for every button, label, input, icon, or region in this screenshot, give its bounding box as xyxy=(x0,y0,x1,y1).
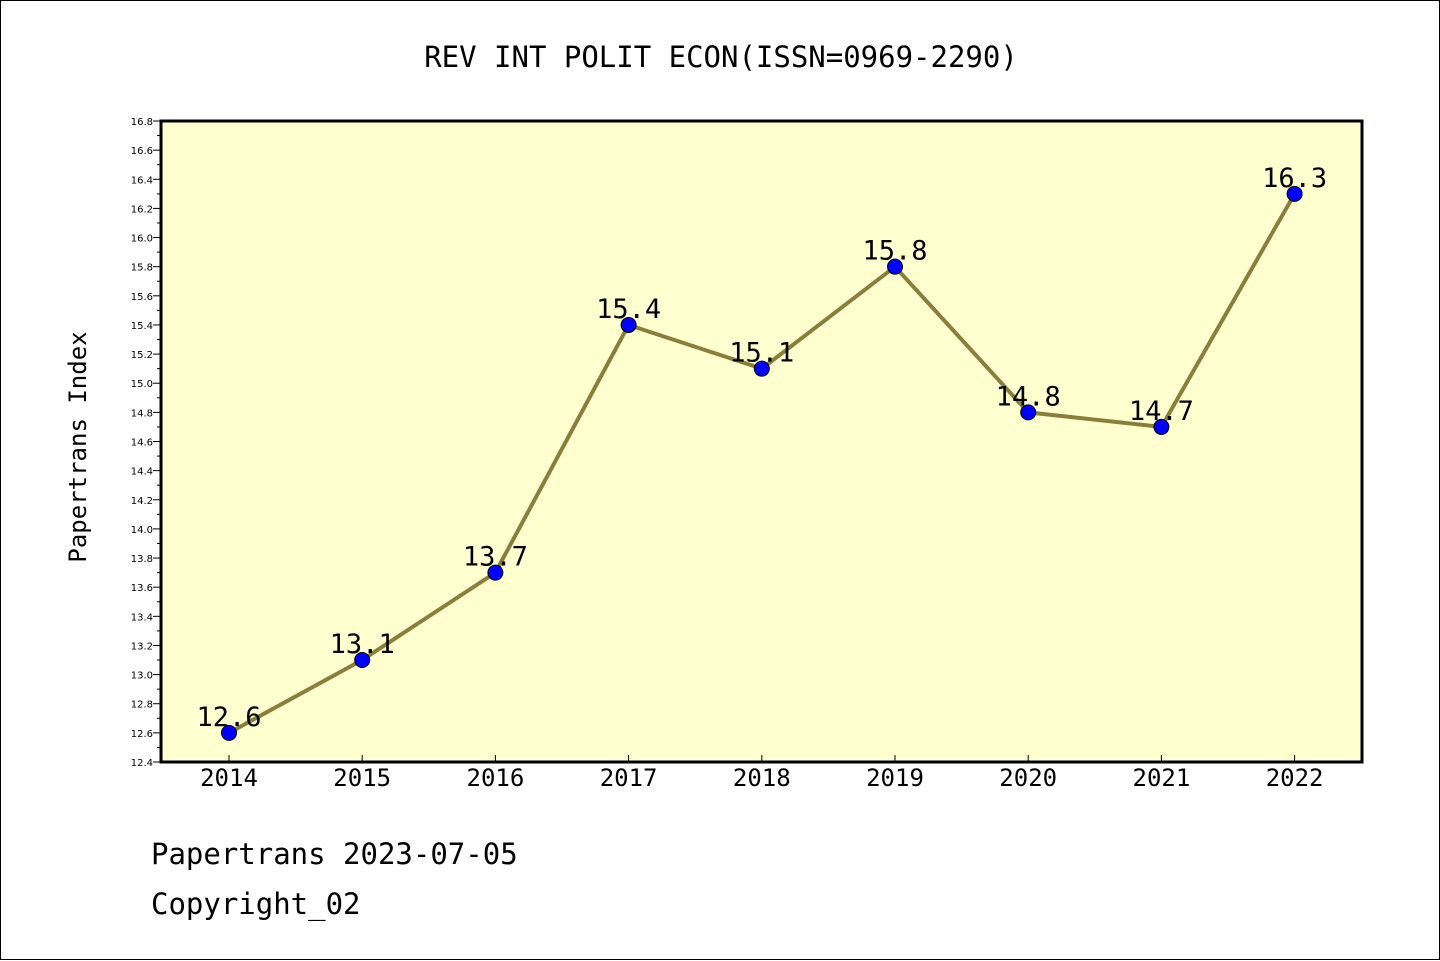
plot-area xyxy=(161,121,1362,762)
data-point xyxy=(221,724,237,741)
y-tick-label: 16.4 xyxy=(131,175,153,186)
data-label: 14.7 xyxy=(1129,396,1194,427)
chart-title: REV INT POLIT ECON(ISSN=0969-2290) xyxy=(424,40,1018,74)
y-tick-label: 14.4 xyxy=(131,467,153,478)
plot-border xyxy=(159,119,1364,764)
data-point xyxy=(1286,185,1303,202)
data-label: 13.7 xyxy=(463,542,528,573)
series-markers xyxy=(221,185,1303,741)
data-label: 16.3 xyxy=(1262,163,1327,194)
y-tick-label: 12.4 xyxy=(131,758,153,769)
data-point xyxy=(354,652,371,669)
y-tick-label: 13.6 xyxy=(131,583,153,594)
x-tick-label: 2018 xyxy=(733,764,791,792)
data-point xyxy=(887,258,903,275)
data-label: 13.1 xyxy=(330,629,395,660)
y-tick-label: 15.8 xyxy=(131,263,153,274)
y-tick-label: 15.4 xyxy=(131,321,153,332)
x-tick-label: 2021 xyxy=(1133,764,1191,792)
data-point xyxy=(620,316,637,333)
y-tick-label: 12.8 xyxy=(131,700,153,711)
y-tick-label: 13.0 xyxy=(131,671,153,682)
y-tick-label: 13.2 xyxy=(131,641,153,652)
x-tick-label: 2017 xyxy=(600,764,658,792)
data-label: 15.8 xyxy=(862,236,927,267)
y-tick-label: 14.2 xyxy=(131,496,153,507)
y-tick-label: 14.6 xyxy=(131,438,153,449)
data-point xyxy=(1020,404,1037,421)
x-axis: 2014 2015 2016 2017 2018 2019 2020 2021 2022 xyxy=(200,755,1323,792)
data-point xyxy=(753,360,770,377)
y-tick-label: 15.2 xyxy=(131,350,153,361)
data-point xyxy=(487,564,504,581)
x-tick-label: 2022 xyxy=(1266,764,1324,792)
data-point xyxy=(1153,418,1170,435)
y-tick-label: 16.8 xyxy=(131,117,153,128)
x-tick-label: 2016 xyxy=(467,764,525,792)
data-label: 12.6 xyxy=(196,702,261,733)
data-label: 15.4 xyxy=(596,294,661,325)
y-tick-label: 15.6 xyxy=(131,292,153,303)
data-label: 15.1 xyxy=(729,338,794,369)
x-tick-label: 2019 xyxy=(866,764,924,792)
footer-copyright: Copyright_02 xyxy=(151,887,361,921)
y-tick-label: 14.0 xyxy=(131,525,153,536)
y-tick-label: 13.8 xyxy=(131,554,153,565)
y-axis: 12.4 12.6 12.8 13.0 13.2 13.4 13.6 13.8 14.0 14.2… xyxy=(131,117,161,769)
data-labels: 12.6 13.1 13.7 15.4 15.1 15.8 14.8 14.7 16.3 xyxy=(196,163,1327,733)
y-tick-label: 14.8 xyxy=(131,408,153,419)
y-axis-label: Papertrans Index xyxy=(64,331,92,562)
x-tick-label: 2014 xyxy=(200,764,258,792)
y-tick-label: 16.2 xyxy=(131,204,153,215)
x-tick-label: 2015 xyxy=(333,764,391,792)
y-tick-label: 12.6 xyxy=(131,729,153,740)
data-label: 14.8 xyxy=(996,381,1061,412)
y-tick-label: 15.0 xyxy=(131,379,153,390)
y-tick-label: 16.6 xyxy=(131,146,153,157)
y-tick-label: 13.4 xyxy=(131,612,153,623)
x-tick-label: 2020 xyxy=(999,764,1057,792)
y-tick-label: 16.0 xyxy=(131,234,153,245)
footer-date: Papertrans 2023-07-05 xyxy=(151,837,518,871)
